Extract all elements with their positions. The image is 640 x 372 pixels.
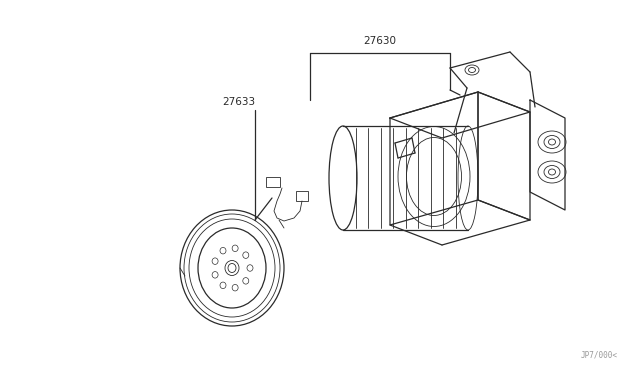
Bar: [266, 177, 280, 187]
Text: 27630: 27630: [364, 36, 397, 46]
Bar: [296, 191, 308, 201]
Text: JP7/000<: JP7/000<: [581, 351, 618, 360]
Text: 27633: 27633: [222, 97, 255, 107]
